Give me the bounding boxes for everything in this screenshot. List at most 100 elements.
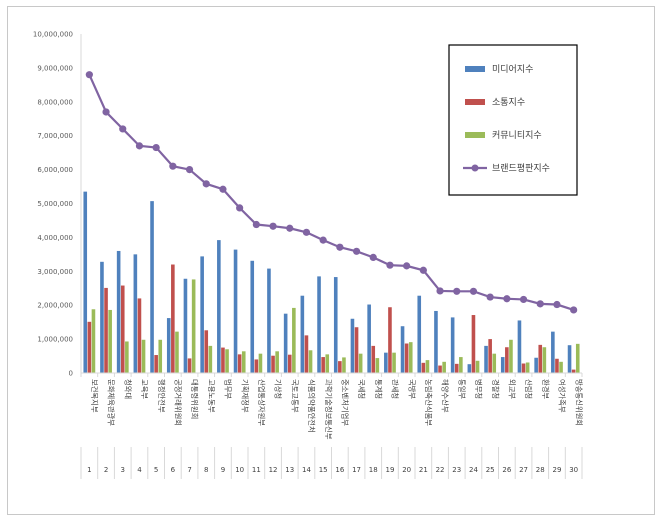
x-rank-label: 23 — [452, 466, 461, 474]
bar-소통지수 — [438, 365, 442, 373]
y-tick-label: 3,000,000 — [37, 268, 73, 276]
x-rank-label: 13 — [285, 466, 294, 474]
point-브랜드평판지수 — [503, 295, 511, 303]
legend-label-브랜드평판지수: 브랜드평판지수 — [492, 163, 550, 174]
x-rank-label: 11 — [252, 466, 261, 474]
point-브랜드평판지수 — [152, 143, 160, 152]
bar-커뮤니티지수 — [125, 341, 129, 373]
x-rank-label: 8 — [204, 466, 208, 474]
bar-커뮤니티지수 — [525, 362, 530, 373]
bar-소통지수 — [120, 285, 125, 373]
x-rank-label: 3 — [121, 466, 125, 474]
bar-소통지수 — [137, 298, 142, 373]
bar-소통지수 — [571, 369, 576, 373]
bar-미디어지수 — [217, 240, 221, 373]
y-tick-label: 7,000,000 — [37, 132, 73, 140]
x-rank-label: 5 — [154, 466, 158, 474]
bar-미디어지수 — [100, 261, 104, 373]
bar-소통지수 — [505, 347, 509, 373]
x-category-label: 대통령위원회 — [190, 379, 199, 419]
x-rank-label: 10 — [235, 466, 244, 474]
point-브랜드평판지수 — [570, 306, 578, 314]
bar-커뮤니티지수 — [175, 331, 179, 373]
bar-미디어지수 — [450, 317, 455, 373]
x-rank-label: 27 — [519, 466, 528, 474]
bar-미디어지수 — [417, 295, 422, 373]
bar-미디어지수 — [367, 304, 371, 373]
x-category-label: 국방부 — [407, 379, 416, 399]
bar-소통지수 — [204, 330, 209, 373]
point-브랜드평판지수 — [269, 222, 277, 230]
bar-커뮤니티지수 — [559, 361, 563, 373]
bar-커뮤니티지수 — [325, 354, 330, 373]
y-tick-label: 9,000,000 — [37, 64, 73, 72]
point-브랜드평판지수 — [119, 125, 127, 133]
x-rank-label: 26 — [502, 466, 511, 474]
x-category-label: 청와대 — [123, 379, 132, 399]
point-브랜드평판지수 — [536, 300, 544, 308]
bar-소통지수 — [471, 315, 476, 373]
point-브랜드평판지수 — [302, 228, 311, 236]
bar-미디어지수 — [250, 260, 255, 373]
x-rank-label: 15 — [319, 466, 328, 474]
bar-커뮤니티지수 — [575, 343, 580, 373]
y-tick-label: 0 — [69, 370, 73, 378]
y-tick-label: 4,000,000 — [37, 234, 73, 242]
point-브랜드평판지수 — [386, 261, 394, 269]
x-rank-label: 17 — [352, 466, 361, 474]
bar-미디어지수 — [283, 313, 288, 373]
bar-미디어지수 — [300, 295, 305, 373]
bar-미디어지수 — [400, 326, 405, 373]
x-category-label: 해양수산부 — [441, 379, 450, 413]
bar-미디어지수 — [333, 277, 338, 373]
point-브랜드평판지수 — [135, 142, 144, 150]
bar-커뮤니티지수 — [108, 309, 112, 373]
bar-소통지수 — [454, 363, 459, 373]
bar-미디어지수 — [467, 364, 472, 373]
bar-소통지수 — [388, 307, 392, 373]
point-브랜드평판지수 — [169, 162, 177, 170]
bar-커뮤니티지수 — [292, 307, 296, 373]
point-브랜드평판지수 — [252, 220, 260, 229]
bar-커뮤니티지수 — [542, 347, 547, 373]
y-tick-label: 5,000,000 — [37, 200, 73, 208]
bar-미디어지수 — [200, 256, 204, 373]
point-브랜드평판지수 — [419, 266, 427, 274]
bar-미디어지수 — [500, 357, 505, 373]
bar-소통지수 — [221, 347, 225, 373]
x-category-label: 병무청 — [474, 379, 483, 399]
x-rank-label: 16 — [335, 466, 344, 474]
bar-미디어지수 — [567, 345, 572, 373]
bar-소통지수 — [538, 344, 543, 373]
legend-swatch-소통지수 — [465, 99, 485, 105]
x-rank-label: 2 — [104, 466, 108, 474]
point-브랜드평판지수 — [219, 185, 227, 193]
x-category-label: 기획재정부 — [240, 379, 249, 413]
point-브랜드평판지수 — [202, 180, 210, 188]
bar-미디어지수 — [116, 250, 121, 373]
x-rank-label: 7 — [187, 466, 191, 474]
bar-커뮤니티지수 — [475, 360, 480, 373]
bar-소통지수 — [371, 345, 376, 373]
bar-소통지수 — [187, 358, 192, 373]
x-category-label: 외교부 — [507, 379, 516, 399]
bar-소통지수 — [304, 335, 309, 373]
legend-label-커뮤니티지수: 커뮤니티지수 — [492, 130, 542, 141]
bar-커뮤니티지수 — [392, 352, 396, 373]
line-layer — [85, 71, 578, 314]
legend-marker-브랜드평판지수 — [471, 164, 479, 172]
bar-소통지수 — [555, 358, 559, 373]
bar-소통지수 — [237, 354, 242, 373]
x-category-label: 국토교통부 — [290, 379, 299, 413]
bar-미디어지수 — [534, 357, 538, 373]
y-tick-label: 2,000,000 — [37, 302, 73, 310]
bar-커뮤니티지수 — [509, 339, 513, 373]
bar-소통지수 — [421, 362, 426, 373]
bar-미디어지수 — [484, 345, 488, 373]
x-rank-label: 1 — [87, 466, 91, 474]
bar-소통지수 — [321, 357, 325, 373]
legend-label-미디어지수: 미디어지수 — [492, 64, 533, 75]
y-tick-label: 1,000,000 — [37, 336, 73, 344]
point-브랜드평판지수 — [553, 300, 561, 309]
brand-reputation-chart: 0 1,000,000 2,000,000 3,000,000 4,000,000 5,0… — [33, 31, 583, 479]
